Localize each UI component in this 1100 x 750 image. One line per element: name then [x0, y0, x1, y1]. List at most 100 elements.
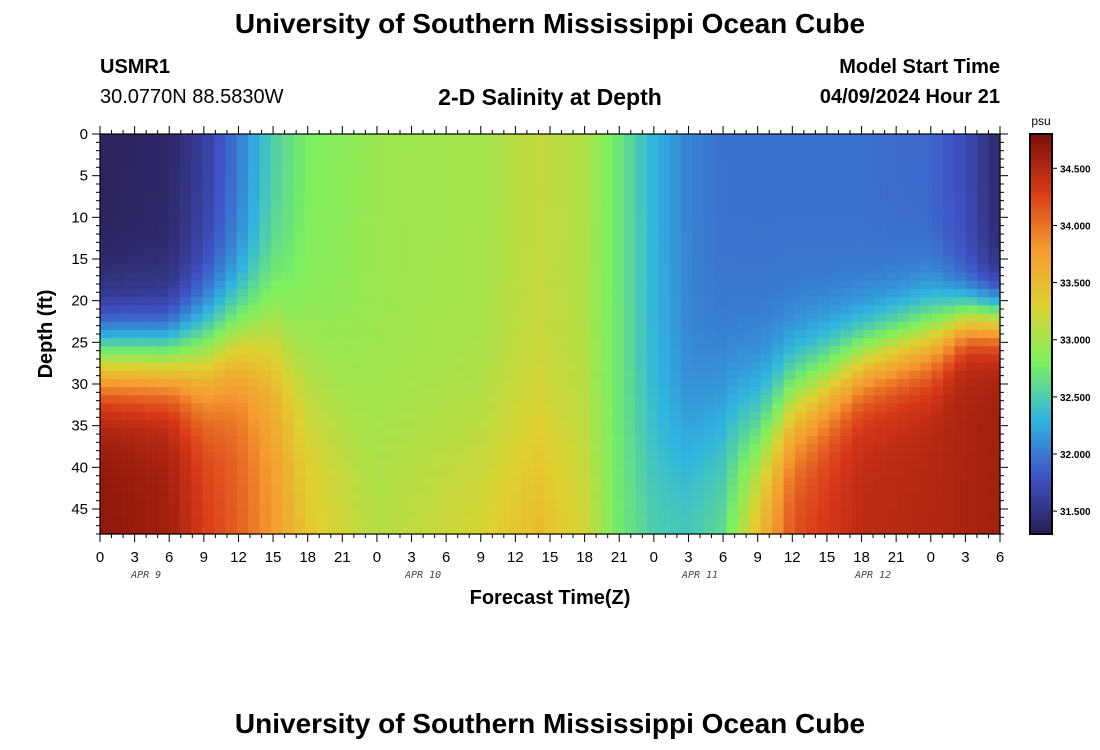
- heatmap-cell: [418, 468, 431, 478]
- heatmap-cell: [874, 174, 887, 184]
- heatmap-cell: [532, 199, 545, 209]
- heatmap-cell: [339, 297, 352, 307]
- heatmap-cell: [191, 444, 204, 453]
- heatmap-cell: [430, 150, 443, 160]
- heatmap-cell: [498, 207, 511, 217]
- heatmap-cell: [669, 452, 682, 462]
- heatmap-cell: [487, 485, 500, 494]
- heatmap-cell: [920, 403, 933, 413]
- heatmap-cell: [475, 248, 488, 258]
- heatmap-cell: [646, 248, 659, 258]
- heatmap-cell: [601, 362, 614, 372]
- colorbar-unit-label: psu: [1031, 114, 1050, 128]
- heatmap-cell: [100, 280, 112, 290]
- heatmap-cell: [156, 321, 169, 331]
- x-tick-label: 0: [373, 549, 381, 566]
- colorbar-swatch: [1030, 506, 1052, 511]
- heatmap-cell: [555, 509, 568, 519]
- heatmap-cell: [965, 240, 978, 249]
- heatmap-cell: [965, 166, 978, 176]
- x-tick-label: 15: [542, 549, 559, 566]
- heatmap-cell: [886, 485, 899, 494]
- heatmap-cell: [282, 248, 295, 258]
- heatmap-cell: [829, 338, 842, 347]
- heatmap-cell: [589, 321, 602, 331]
- heatmap-cell: [407, 501, 420, 511]
- heatmap-cell: [908, 419, 921, 429]
- heatmap-cell: [806, 485, 819, 494]
- heatmap-cell: [589, 378, 602, 388]
- heatmap-cell: [635, 338, 648, 347]
- heatmap-cell: [794, 476, 807, 486]
- heatmap-cell: [737, 272, 750, 282]
- heatmap-cell: [977, 321, 990, 331]
- heatmap-cell: [977, 378, 990, 388]
- heatmap-cell: [487, 313, 500, 323]
- heatmap-cell: [521, 297, 534, 307]
- heatmap-cell: [897, 215, 910, 225]
- heatmap-cell: [510, 158, 523, 168]
- heatmap-cell: [794, 264, 807, 274]
- heatmap-cell: [726, 346, 739, 355]
- heatmap-cell: [555, 362, 568, 372]
- heatmap-cell: [213, 297, 226, 307]
- heatmap-cell: [658, 313, 671, 323]
- heatmap-cell: [453, 436, 466, 445]
- heatmap-cell: [134, 338, 147, 347]
- heatmap-cell: [270, 231, 283, 241]
- heatmap-cell: [145, 297, 158, 307]
- heatmap-cell: [134, 395, 147, 404]
- heatmap-cell: [179, 403, 192, 413]
- heatmap-cell: [783, 362, 796, 372]
- heatmap-cell: [293, 517, 306, 527]
- heatmap-cell: [829, 142, 842, 151]
- heatmap-cell: [897, 248, 910, 258]
- heatmap-cell: [396, 191, 409, 200]
- heatmap-cell: [658, 525, 671, 535]
- heatmap-cell: [236, 231, 249, 241]
- heatmap-cell: [384, 231, 397, 241]
- heatmap-cell: [498, 199, 511, 209]
- heatmap-cell: [555, 256, 568, 266]
- heatmap-cell: [681, 338, 693, 347]
- heatmap-cell: [715, 460, 728, 470]
- heatmap-cell: [544, 468, 557, 478]
- heatmap-cell: [931, 436, 944, 445]
- heatmap-cell: [669, 501, 682, 511]
- heatmap-cell: [612, 387, 625, 396]
- heatmap-cell: [886, 411, 899, 421]
- heatmap-cell: [988, 297, 1001, 307]
- heatmap-cell: [726, 297, 739, 307]
- heatmap-cell: [874, 525, 887, 535]
- heatmap-cell: [407, 272, 420, 282]
- heatmap-cell: [931, 419, 944, 429]
- heatmap-cell: [635, 191, 648, 200]
- heatmap-cell: [179, 248, 192, 258]
- heatmap-cell: [179, 476, 192, 486]
- heatmap-cell: [362, 493, 375, 502]
- heatmap-cell: [510, 517, 523, 527]
- heatmap-cell: [259, 240, 272, 249]
- heatmap-cell: [270, 321, 283, 331]
- heatmap-cell: [829, 215, 842, 225]
- heatmap-cell: [760, 297, 773, 307]
- heatmap-cell: [248, 305, 261, 315]
- heatmap-cell: [270, 313, 283, 323]
- heatmap-cell: [726, 321, 739, 331]
- heatmap-cell: [202, 305, 215, 315]
- heatmap-cell: [863, 493, 876, 502]
- heatmap-cell: [578, 223, 591, 233]
- heatmap-cell: [567, 395, 580, 404]
- heatmap-cell: [327, 264, 340, 274]
- x-tick-label: 9: [754, 549, 762, 566]
- heatmap-cell: [350, 403, 363, 413]
- heatmap-cell: [931, 525, 944, 535]
- colorbar-swatch: [1030, 354, 1052, 359]
- heatmap-cell: [783, 444, 796, 453]
- heatmap-cell: [931, 378, 944, 388]
- heatmap-cell: [851, 419, 864, 429]
- heatmap-cell: [749, 305, 762, 315]
- heatmap-cell: [977, 297, 990, 307]
- heatmap-cell: [772, 166, 785, 176]
- heatmap-cell: [806, 191, 819, 200]
